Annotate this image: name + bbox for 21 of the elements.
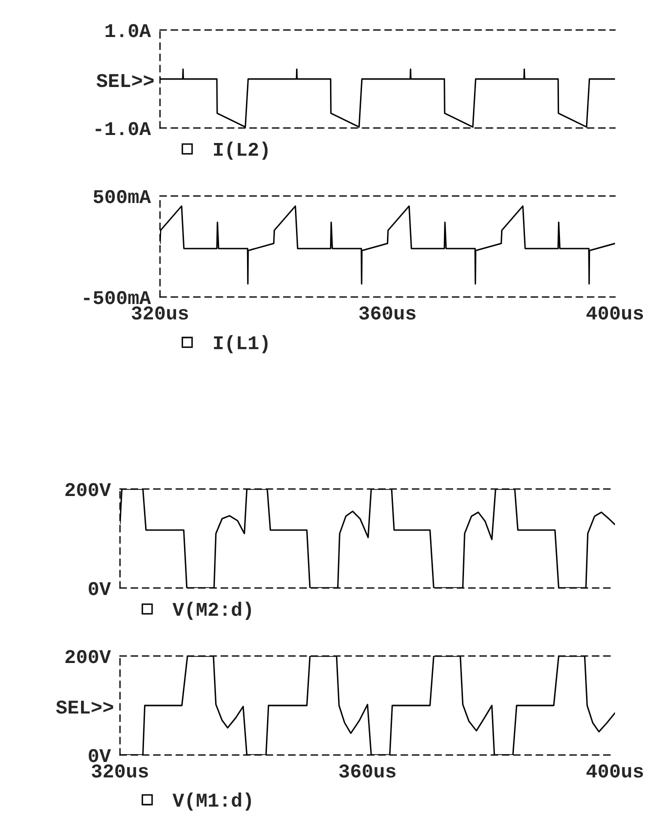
x-tick-label: 360us [359, 306, 416, 320]
y-tick-label: 0V [88, 582, 111, 596]
legend-label: V(M2:d) [172, 602, 251, 620]
y-tick-label: 200V [65, 650, 111, 664]
y-tick-label: -500mA [84, 291, 151, 304]
x-tick-label: 400us [586, 306, 643, 320]
x-tick-label: 360us [339, 764, 396, 778]
y-tick-label: 200V [65, 483, 111, 496]
legend-label: I(L1) [214, 335, 268, 354]
x-tick-label: 400us [586, 764, 643, 778]
legend-label: V(M1:d) [172, 792, 251, 811]
line-series [120, 489, 615, 588]
y-tick-label: 0V [88, 749, 111, 762]
x-tick-label: 320us [132, 306, 188, 320]
y-tick-label: -1.0A [96, 122, 151, 136]
x-tick-label: 320us [92, 764, 148, 778]
y-tick-label: 1.0A [106, 24, 151, 38]
legend-label: I(L2) [214, 142, 268, 160]
y-tick-label: 500mA [94, 190, 151, 204]
text: SEL>> [56, 700, 114, 714]
text: SEL>> [96, 74, 154, 88]
